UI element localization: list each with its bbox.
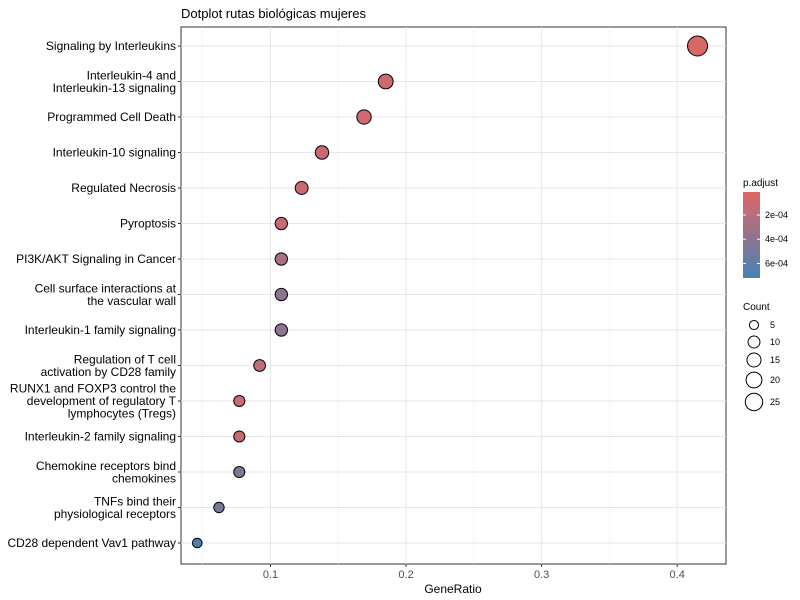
y-tick-label: lymphocytes (Tregs) xyxy=(68,407,176,421)
size-legend-key xyxy=(746,352,762,368)
grid-lines xyxy=(181,27,726,564)
color-legend-title: p.adjust xyxy=(743,178,778,189)
size-legend-label: 5 xyxy=(770,320,775,330)
y-tick-label: RUNX1 and FOXP3 control the xyxy=(10,382,176,396)
data-point xyxy=(377,73,394,90)
color-legend-label: 2e-04 xyxy=(765,210,788,220)
size-legend-label: 15 xyxy=(770,355,780,365)
size-legend-label: 10 xyxy=(770,337,780,347)
y-tick-label: Programmed Cell Death xyxy=(47,110,176,124)
data-point xyxy=(274,216,288,231)
y-tick-label: Interleukin-13 signaling xyxy=(53,81,176,95)
y-tick-label: the vascular wall xyxy=(87,294,176,308)
size-legend-key xyxy=(745,371,763,389)
size-legend-label: 25 xyxy=(770,397,780,407)
y-tick-label: Interleukin-10 signaling xyxy=(53,146,176,160)
color-legend-label: 6e-04 xyxy=(765,258,788,268)
data-point xyxy=(191,537,203,549)
data-point xyxy=(314,145,330,160)
data-point xyxy=(274,252,288,266)
x-tick-label: 0.3 xyxy=(534,569,549,581)
x-tick-label: 0.1 xyxy=(263,569,278,581)
size-legend-key xyxy=(744,392,764,412)
y-tick-label: Regulated Necrosis xyxy=(71,181,176,195)
data-point xyxy=(253,359,267,372)
data-point xyxy=(687,35,709,57)
color-legend-ticks: 2e-04 4e-04 6e-04 xyxy=(743,210,788,268)
y-axis-labels: Signaling by Interleukins Interleukin-4 a… xyxy=(7,39,181,550)
data-point xyxy=(274,323,288,337)
color-legend: p.adjust 2e-04 4e-04 6e-04 xyxy=(743,178,788,278)
size-legend-title: Count xyxy=(743,302,770,313)
size-legend: Count 5 10 15 20 25 xyxy=(743,302,780,412)
data-point xyxy=(356,109,372,125)
data-point xyxy=(233,394,246,408)
color-legend-bar xyxy=(743,192,760,278)
color-legend-label: 4e-04 xyxy=(765,234,788,244)
y-tick-label: activation by CD28 family xyxy=(41,365,176,379)
plot-panel xyxy=(180,26,727,565)
chart-title: Dotplot rutas biológicas mujeres xyxy=(181,6,366,21)
data-point xyxy=(274,287,288,302)
data-point xyxy=(213,501,225,514)
y-tick-label: Chemokine receptors bind xyxy=(36,459,176,473)
x-tick-label: 0.4 xyxy=(670,569,685,581)
y-tick-label: Cell surface interactions at xyxy=(35,281,177,295)
size-legend-label: 20 xyxy=(770,375,780,385)
data-point xyxy=(294,181,309,195)
x-axis-title: GeneRatio xyxy=(424,582,482,596)
y-tick-label: development of regulatory T xyxy=(27,394,177,408)
y-tick-label: TNFs bind their xyxy=(94,494,176,508)
size-legend-key xyxy=(748,319,760,331)
y-tick-label: Regulation of T cell xyxy=(74,352,176,366)
size-legend-items: 5 10 15 20 25 xyxy=(744,319,780,412)
y-tick-label: PI3K/AKT Signaling in Cancer xyxy=(16,252,176,266)
y-tick-label: Interleukin-4 and xyxy=(87,68,176,82)
data-point xyxy=(233,430,246,443)
y-tick-label: Interleukin-1 family signaling xyxy=(25,323,176,337)
y-tick-label: Pyroptosis xyxy=(120,217,176,231)
x-tick-label: 0.2 xyxy=(398,569,413,581)
y-tick-label: Signaling by Interleukins xyxy=(46,39,176,53)
x-axis-labels: 0.1 0.2 0.3 0.4 xyxy=(263,564,685,581)
y-tick-label: Interleukin-2 family signaling xyxy=(25,430,176,444)
data-point xyxy=(233,465,246,479)
y-tick-label: CD28 dependent Vav1 pathway xyxy=(7,536,176,550)
y-tick-label: physiological receptors xyxy=(54,507,176,521)
y-tick-label: chemokines xyxy=(112,471,176,485)
data-points xyxy=(191,35,709,549)
size-legend-key xyxy=(747,335,761,349)
